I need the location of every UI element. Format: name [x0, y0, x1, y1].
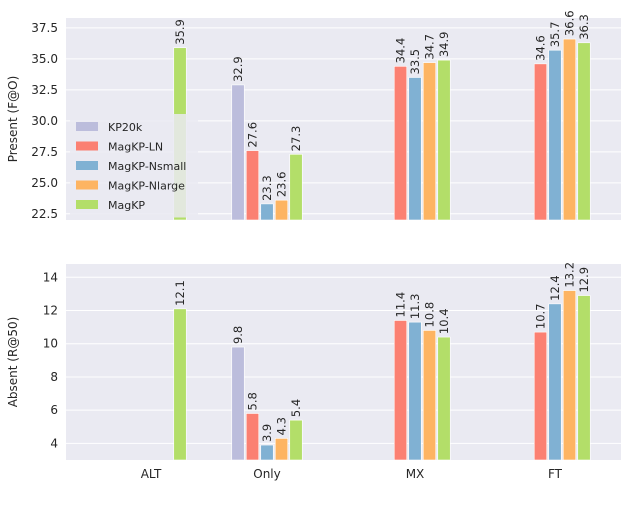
bar-value-label: 3.9 — [260, 424, 274, 442]
bar — [437, 59, 451, 221]
bar-value-label: 12.4 — [548, 275, 562, 301]
bar — [422, 62, 437, 221]
legend-label: MagKP-Nlarge — [108, 180, 185, 193]
x-tick-label: FT — [548, 467, 563, 481]
legend-swatch — [76, 141, 98, 151]
bar-value-label: 35.9 — [173, 19, 187, 45]
bar — [231, 346, 245, 461]
y-tick-label: 6 — [50, 403, 58, 417]
y-tick-label: 8 — [50, 370, 58, 384]
y-tick-label: 4 — [50, 436, 58, 450]
y-tick-label: 14 — [43, 270, 58, 284]
x-tick-label: Only — [253, 467, 281, 481]
legend-swatch — [76, 161, 98, 170]
bar — [260, 444, 274, 461]
y-tick-label: 32.5 — [31, 83, 58, 97]
legend-swatch — [76, 122, 98, 131]
bar-value-label: 12.9 — [577, 267, 591, 293]
bar — [173, 308, 187, 461]
bar — [289, 154, 303, 221]
x-tick-label: ALT — [141, 467, 162, 481]
bar — [393, 66, 408, 221]
legend: KP20k MagKP-LN MagKP-Nsmall MagKP-Nlarge Mag… — [70, 114, 198, 218]
legend-label: MagKP-LN — [108, 141, 163, 154]
bar — [260, 203, 274, 221]
bar — [231, 84, 245, 221]
y-tick-label: 27.5 — [31, 145, 58, 159]
legend-swatch — [76, 180, 98, 190]
y-tick-label: 37.5 — [31, 21, 58, 35]
bar — [577, 295, 591, 461]
bar-value-label: 34.7 — [423, 34, 437, 60]
bar — [562, 38, 577, 221]
bar — [548, 303, 562, 461]
bar — [408, 77, 422, 221]
bar — [245, 150, 260, 221]
bar-value-label: 12.1 — [173, 280, 187, 306]
bar-value-label: 35.7 — [548, 22, 562, 48]
absent-panel: 4 6 8 10 12 14 Absent (R@50) 9.8 5.8 11.4 10.7 3.9 1… — [6, 262, 621, 481]
x-tick-label: MX — [406, 467, 425, 481]
bar-value-label: 11.3 — [408, 294, 422, 320]
bar — [577, 42, 591, 221]
bar-value-label: 11.4 — [394, 292, 408, 318]
y-tick-label: 22.5 — [31, 207, 58, 221]
y-tick-label: 12 — [43, 304, 58, 318]
bar-value-label: 36.6 — [563, 10, 577, 36]
legend-swatch — [76, 200, 98, 209]
legend-label: KP20k — [108, 121, 143, 134]
bar-value-label: 34.6 — [534, 35, 548, 61]
legend-label: MagKP — [108, 199, 145, 212]
y-axis-label: Present (F@O) — [6, 76, 20, 163]
bar — [274, 199, 289, 221]
bar — [274, 438, 289, 461]
bar-value-label: 5.8 — [246, 392, 260, 410]
bar-value-label: 4.3 — [275, 417, 289, 435]
plot-background — [66, 264, 621, 460]
bar-value-label: 10.7 — [534, 303, 548, 329]
bar-value-label: 23.6 — [275, 172, 289, 198]
bar-value-label: 34.4 — [394, 38, 408, 64]
bar-value-label: 10.4 — [437, 308, 451, 334]
bar — [245, 413, 260, 461]
y-tick-label: 10 — [43, 337, 58, 351]
bar — [562, 290, 577, 461]
y-tick-label: 30.0 — [31, 114, 58, 128]
bar — [289, 419, 303, 461]
bar-value-label: 32.9 — [231, 56, 245, 82]
bar-value-label: 13.2 — [563, 262, 577, 288]
bar-value-label: 27.3 — [289, 126, 303, 152]
bar-value-label: 23.3 — [260, 175, 274, 201]
bar — [408, 321, 422, 461]
y-tick-label: 25.0 — [31, 176, 58, 190]
legend-label: MagKP-Nsmall — [108, 160, 186, 173]
bar-value-label: 27.6 — [246, 122, 260, 148]
bar-value-label: 10.8 — [423, 302, 437, 328]
bar — [533, 63, 548, 221]
bar — [533, 331, 548, 461]
bar — [437, 336, 451, 461]
bar — [422, 330, 437, 461]
bar-value-label: 34.9 — [437, 32, 451, 58]
bar-value-label: 33.5 — [408, 49, 422, 75]
bar-value-label: 9.8 — [231, 326, 245, 344]
bar-value-label: 5.4 — [289, 399, 303, 417]
bar — [393, 320, 408, 461]
y-axis-label: Absent (R@50) — [6, 317, 20, 408]
bar — [548, 49, 562, 221]
y-tick-label: 35.0 — [31, 52, 58, 66]
bar-value-label: 36.3 — [577, 14, 591, 40]
